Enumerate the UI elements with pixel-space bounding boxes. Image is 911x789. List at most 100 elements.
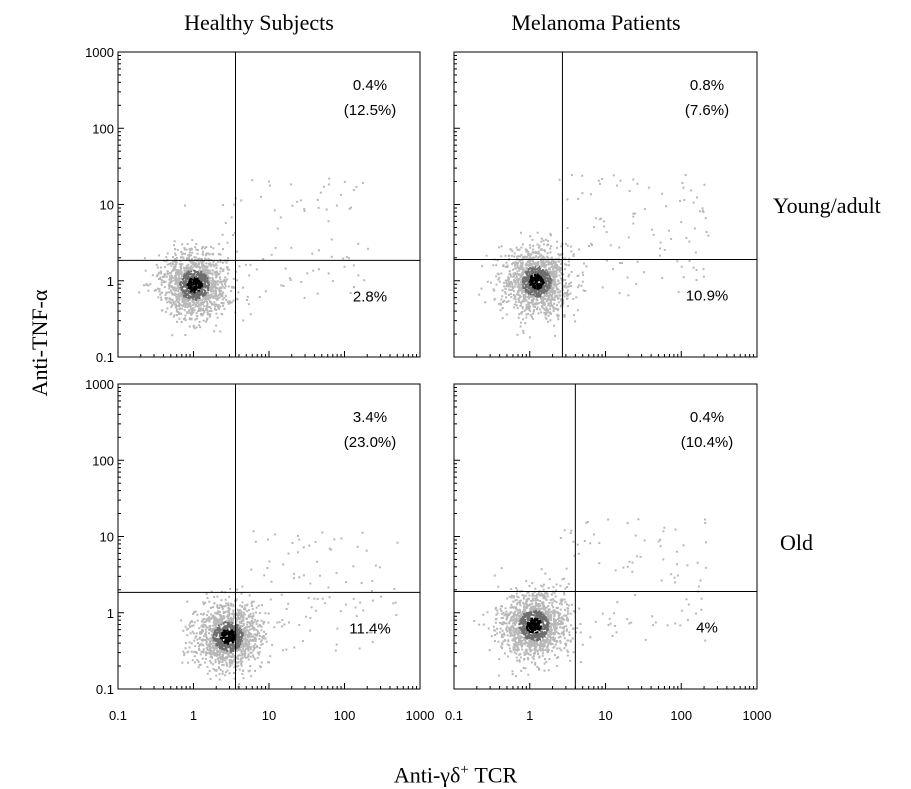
- x-tick-label: 0.1: [109, 708, 127, 723]
- data-dot: [240, 621, 243, 624]
- data-dot: [243, 634, 246, 637]
- data-dot: [235, 636, 238, 638]
- data-dot: [380, 595, 382, 598]
- data-dot: [216, 642, 219, 645]
- data-dot: [564, 263, 567, 266]
- data-dot: [643, 271, 646, 274]
- data-dot: [198, 296, 201, 299]
- data-dot: [210, 289, 213, 292]
- data-dot: [240, 632, 243, 635]
- data-dot: [242, 611, 245, 614]
- data-dot: [662, 530, 665, 533]
- data-dot: [545, 238, 548, 241]
- data-dot: [186, 257, 188, 260]
- data-dot: [509, 275, 512, 278]
- data-dot: [558, 270, 561, 273]
- data-dot: [211, 290, 214, 293]
- data-dot: [543, 287, 546, 290]
- data-dot: [536, 306, 539, 309]
- data-dot: [170, 264, 173, 267]
- data-dot: [520, 261, 523, 264]
- data-dot: [223, 283, 226, 285]
- data-dot: [209, 288, 211, 290]
- data-dot: [545, 317, 548, 320]
- data-dot: [207, 292, 210, 295]
- data-dot: [208, 283, 210, 286]
- data-dot: [201, 288, 204, 291]
- data-dot: [233, 616, 235, 619]
- data-dot: [197, 271, 200, 273]
- data-dot: [199, 301, 202, 304]
- data-dot: [516, 642, 519, 645]
- data-dot: [513, 273, 516, 276]
- data-dot: [516, 264, 519, 267]
- data-dot: [516, 272, 519, 275]
- data-dot: [539, 289, 542, 292]
- data-dot: [235, 617, 238, 619]
- data-dot: [220, 283, 223, 286]
- data-dot: [588, 245, 590, 247]
- data-dot: [240, 652, 243, 654]
- data-dot: [572, 610, 575, 612]
- data-dot: [189, 621, 192, 624]
- data-dot: [545, 308, 548, 310]
- data-dot: [225, 626, 227, 629]
- data-dot: [232, 285, 235, 288]
- data-dot: [523, 290, 526, 293]
- data-dot: [524, 280, 526, 283]
- data-dot: [345, 603, 347, 606]
- data-dot: [226, 664, 228, 667]
- data-dot: [304, 615, 307, 618]
- y-tick-label: 10: [100, 530, 114, 545]
- data-dot: [214, 288, 217, 291]
- data-dot: [204, 657, 207, 660]
- data-dot: [188, 646, 191, 649]
- data-dot: [159, 270, 162, 273]
- data-dot: [240, 654, 243, 657]
- data-dot: [207, 287, 210, 290]
- data-dot: [512, 261, 515, 264]
- data-dot: [189, 626, 192, 629]
- data-dot: [232, 617, 235, 620]
- data-dot: [603, 220, 605, 223]
- data-dot: [521, 266, 524, 269]
- data-dot: [522, 293, 525, 296]
- data-dot: [238, 683, 241, 686]
- data-dot: [518, 296, 521, 299]
- data-dot: [585, 265, 588, 268]
- data-dot: [558, 602, 561, 605]
- data-dot: [548, 263, 551, 266]
- data-dot: [255, 628, 258, 631]
- data-dot: [516, 263, 519, 266]
- data-dot: [552, 306, 555, 308]
- data-dot: [179, 284, 182, 286]
- data-dot: [530, 286, 533, 289]
- data-dot: [500, 623, 503, 626]
- data-dot: [225, 602, 228, 605]
- data-dot: [540, 292, 543, 295]
- data-dot: [542, 588, 545, 591]
- data-dot: [590, 242, 593, 245]
- data-dot: [217, 643, 220, 646]
- data-dot: [208, 645, 211, 648]
- data-dot: [173, 288, 175, 291]
- data-dot: [545, 272, 548, 275]
- data-dot: [520, 246, 523, 249]
- data-dot: [220, 295, 223, 298]
- data-dot: [178, 308, 181, 311]
- data-dot: [500, 567, 503, 570]
- data-dot: [595, 217, 598, 220]
- data-dot: [525, 599, 528, 601]
- data-dot: [227, 636, 230, 638]
- data-dot: [230, 652, 233, 654]
- data-dot: [635, 283, 638, 286]
- data-dot: [239, 642, 242, 645]
- data-dot: [236, 627, 239, 630]
- data-dot: [527, 252, 530, 255]
- data-dot: [560, 649, 563, 652]
- data-dot: [301, 640, 304, 642]
- data-dot: [228, 660, 231, 663]
- data-dot: [221, 672, 224, 675]
- data-dot: [168, 300, 171, 303]
- data-dot: [261, 636, 264, 639]
